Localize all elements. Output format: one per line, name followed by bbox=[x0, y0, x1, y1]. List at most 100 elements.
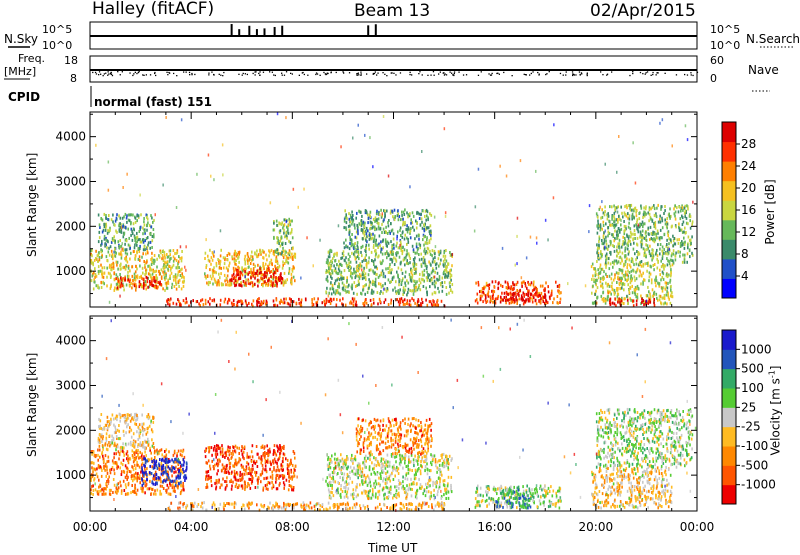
nave-dot bbox=[434, 75, 435, 76]
power-scatter-cell bbox=[592, 302, 594, 305]
power-scatter-cell bbox=[361, 219, 363, 222]
nave-dot bbox=[386, 75, 387, 76]
power-scatter-cell bbox=[404, 282, 406, 285]
power-scatter-cell bbox=[498, 287, 500, 290]
power-scatter-cell bbox=[431, 271, 433, 274]
power-scatter-cell bbox=[98, 214, 100, 217]
power-scatter-cell bbox=[397, 230, 399, 233]
power-scatter-cell bbox=[422, 274, 424, 277]
power-scatter-cell bbox=[645, 235, 647, 238]
power-scatter-cell bbox=[432, 249, 434, 252]
power-scatter-cell bbox=[656, 258, 658, 261]
power-scatter-cell bbox=[686, 204, 688, 207]
power-scatter-cell bbox=[246, 304, 248, 307]
power-scatter-cell bbox=[404, 234, 406, 237]
power-scatter-cell bbox=[330, 281, 332, 284]
power-scatter-cell bbox=[626, 273, 628, 276]
power-scatter-cell bbox=[488, 287, 490, 290]
power-scatter-cell bbox=[614, 297, 616, 300]
nave-dot bbox=[360, 75, 361, 76]
power-scatter-cell bbox=[645, 243, 647, 246]
power-scatter-cell bbox=[424, 235, 426, 238]
power-scatter-cell bbox=[136, 214, 138, 217]
power-scatter-cell bbox=[637, 237, 639, 240]
power-scatter-cell bbox=[161, 268, 163, 271]
power-scatter-cell bbox=[648, 219, 650, 222]
power-scatter-cell bbox=[687, 222, 689, 225]
power-scatter-cell bbox=[105, 242, 107, 245]
power-scatter-cell bbox=[145, 252, 147, 255]
power-scatter-cell bbox=[664, 205, 666, 208]
power-scatter-cell bbox=[360, 246, 362, 249]
power-scatter-cell bbox=[236, 271, 238, 274]
power-scatter-cell bbox=[423, 274, 425, 277]
power-scatter-cell bbox=[618, 261, 620, 264]
power-scatter-cell bbox=[649, 238, 651, 241]
power-scatter-cell bbox=[356, 261, 358, 264]
power-scatter-cell bbox=[654, 207, 656, 210]
power-scatter-cell bbox=[255, 272, 257, 275]
power-scatter-cell bbox=[545, 219, 547, 222]
power-scatter-cell bbox=[604, 205, 606, 208]
power-scatter-cell bbox=[358, 124, 360, 127]
power-scatter-cell bbox=[415, 289, 417, 292]
power-scatter-cell bbox=[649, 213, 651, 216]
power-scatter-cell bbox=[104, 213, 106, 216]
power-scatter-cell bbox=[425, 219, 427, 222]
nave-dot bbox=[142, 74, 143, 75]
power-scatter-cell bbox=[434, 276, 436, 279]
power-scatter-cell bbox=[380, 228, 382, 231]
velocity-scatter-cell bbox=[176, 477, 178, 480]
velocity-scatter-cell bbox=[96, 467, 98, 470]
power-scatter-cell bbox=[605, 236, 607, 239]
power-scatter-cell bbox=[100, 264, 102, 267]
nave-dot bbox=[632, 73, 633, 74]
power-scatter-cell bbox=[322, 301, 324, 304]
velocity-scatter-cell bbox=[134, 464, 136, 467]
power-scatter-cell bbox=[592, 285, 594, 288]
power-scatter-cell bbox=[616, 271, 618, 274]
power-scatter-cell bbox=[147, 277, 149, 280]
power-scatter-cell bbox=[207, 255, 209, 258]
velocity-scatter-cell bbox=[136, 493, 138, 496]
power-scatter-cell bbox=[673, 249, 675, 252]
power-scatter-cell bbox=[104, 238, 106, 241]
velocity-scatter-cell bbox=[186, 466, 188, 469]
power-scatter-cell bbox=[219, 266, 221, 269]
velocity-scatter-cell bbox=[133, 490, 135, 493]
power-scatter-cell bbox=[338, 282, 340, 285]
velocity-scatter-cell bbox=[155, 493, 157, 496]
power-scatter-cell bbox=[445, 211, 447, 214]
power-scatter-cell bbox=[446, 286, 448, 289]
power-scatter-cell bbox=[143, 217, 145, 220]
power-scatter-cell bbox=[382, 212, 384, 215]
power-scatter-cell bbox=[396, 251, 398, 254]
power-scatter-cell bbox=[121, 278, 123, 281]
nave-dot bbox=[259, 71, 260, 72]
power-scatter-cell bbox=[591, 265, 593, 268]
power-scatter-cell bbox=[354, 223, 356, 226]
power-scatter-cell bbox=[657, 267, 659, 270]
power-scatter-cell bbox=[257, 264, 259, 267]
power-scatter-cell bbox=[269, 251, 271, 254]
power-scatter-cell bbox=[168, 255, 170, 258]
power-scatter-cell bbox=[344, 289, 346, 292]
power-scatter-cell bbox=[286, 237, 288, 240]
power-scatter-cell bbox=[416, 222, 418, 225]
velocity-scatter-cell bbox=[145, 454, 147, 457]
velocity-scatter-cell bbox=[99, 445, 101, 448]
power-scatter-cell bbox=[147, 236, 149, 239]
nave-dot bbox=[258, 73, 259, 74]
power-scatter-cell bbox=[217, 258, 219, 261]
power-scatter-cell bbox=[626, 206, 628, 209]
power-scatter-cell bbox=[110, 245, 112, 248]
power-scatter-cell bbox=[154, 276, 156, 279]
power-scatter-cell bbox=[383, 228, 385, 231]
power-scatter-cell bbox=[673, 244, 675, 247]
power-scatter-cell bbox=[379, 292, 381, 295]
power-scatter-cell bbox=[433, 269, 435, 272]
nave-dot bbox=[640, 72, 641, 73]
power-scatter-cell bbox=[245, 275, 247, 278]
power-scatter-cell bbox=[350, 272, 352, 275]
power-scatter-cell bbox=[345, 244, 347, 247]
